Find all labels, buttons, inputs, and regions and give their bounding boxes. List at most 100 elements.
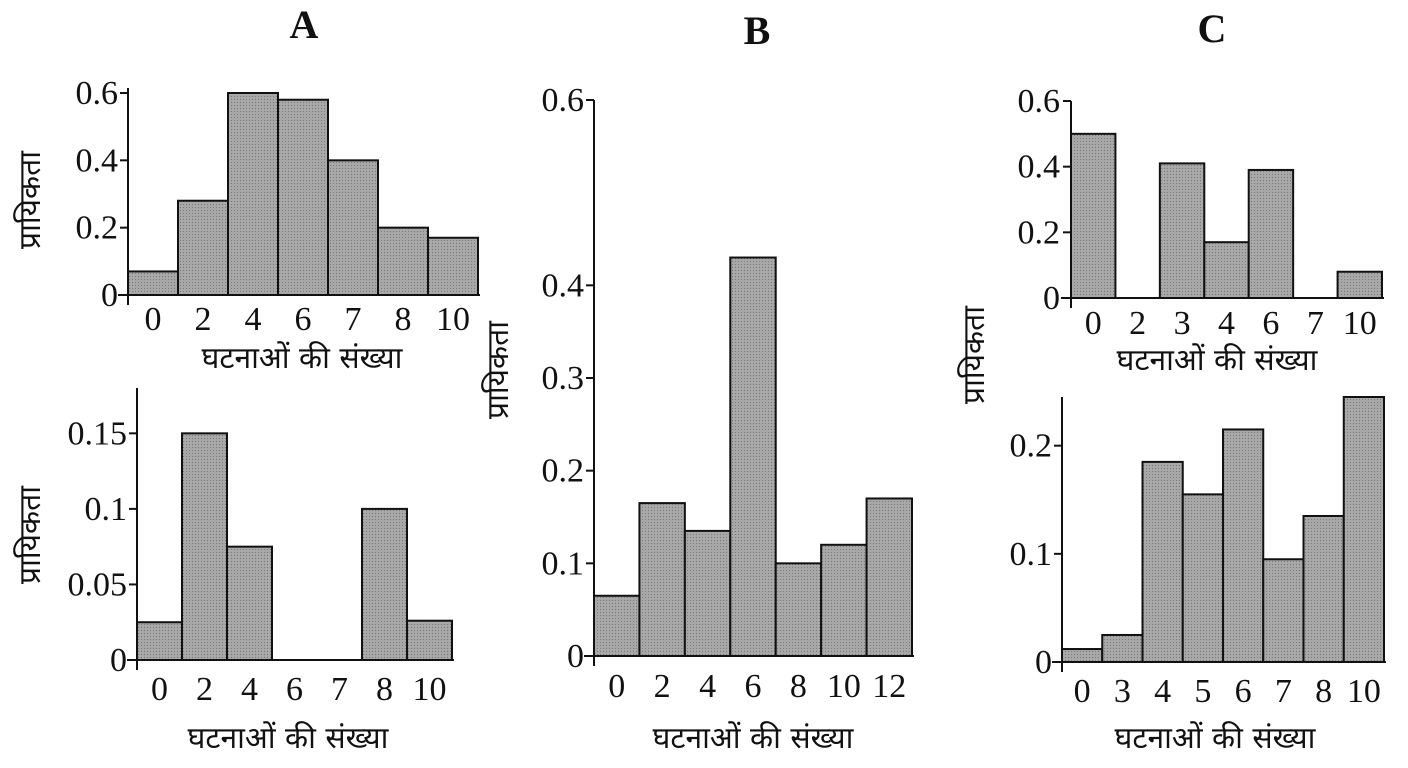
bar	[427, 236, 479, 296]
bar	[593, 594, 641, 657]
bar	[406, 619, 453, 662]
y-tick-label: 0.6	[1018, 83, 1061, 120]
x-tick-label: 0	[145, 301, 162, 338]
y-tick-label: 0.4	[76, 142, 119, 179]
y-axis-label: प्रायिकता	[13, 485, 48, 584]
bar	[1247, 168, 1295, 299]
bar	[181, 432, 228, 662]
bar	[227, 92, 279, 296]
x-tick-label: 8	[395, 301, 412, 338]
x-tick-label: 4	[241, 671, 258, 708]
bar	[1342, 396, 1385, 663]
y-tick-label: 0.6	[542, 82, 585, 119]
y-tick-label: 0.2	[542, 453, 585, 490]
x-tick-label: 5	[1194, 673, 1211, 710]
y-axis-label: प्रायिकता	[481, 320, 516, 419]
x-tick-label: 0	[151, 671, 168, 708]
x-tick-label: 8	[1315, 673, 1332, 710]
x-axis-label: घटनाओं की संख्या	[188, 721, 390, 756]
y-tick-label: 0.6	[76, 75, 119, 112]
x-tick-label: 6	[286, 671, 303, 708]
x-tick-label: 4	[1218, 305, 1235, 342]
bar	[1203, 241, 1250, 299]
y-tick-label: 0.4	[542, 267, 585, 304]
x-axis-label: घटनाओं की संख्या	[1115, 721, 1317, 756]
bar	[136, 621, 183, 662]
bar	[1070, 132, 1117, 299]
x-tick-label: 6	[1235, 673, 1252, 710]
x-tick-label: 4	[245, 301, 262, 338]
y-tick-label: 0	[567, 638, 584, 675]
bar	[774, 562, 823, 657]
bar	[1141, 460, 1184, 663]
x-tick-label: 12	[872, 668, 906, 705]
bar	[683, 529, 732, 658]
x-tick-label: 0	[608, 668, 625, 705]
x-tick-label: 0	[1074, 673, 1091, 710]
y-tick-label: 0	[1035, 644, 1052, 681]
x-tick-label: 4	[699, 668, 716, 705]
y-tick-label: 0	[110, 642, 127, 679]
x-tick-label: 7	[1275, 673, 1292, 710]
y-tick-label: 0.2	[1010, 428, 1053, 465]
x-tick-label: 2	[654, 668, 671, 705]
y-tick-label: 0.2	[1018, 214, 1061, 251]
bar	[638, 502, 686, 657]
bar	[1302, 514, 1345, 664]
panel-title-c: C	[1198, 6, 1227, 51]
x-tick-label: 6	[295, 301, 312, 338]
y-tick-label: 0.1	[1010, 536, 1053, 573]
bar	[1061, 648, 1104, 663]
panel-title-a: A	[290, 2, 319, 47]
y-tick-label: 0.4	[1018, 149, 1061, 186]
x-axis-label: घटनाओं की संख्या	[1117, 343, 1319, 378]
bar	[1336, 270, 1383, 300]
bar	[729, 256, 777, 657]
bar	[1222, 428, 1265, 663]
x-axis-label: घटनाओं की संख्या	[202, 341, 404, 376]
x-tick-label: 7	[331, 671, 348, 708]
y-tick-label: 0.1	[542, 545, 585, 582]
x-tick-label: 2	[196, 671, 213, 708]
x-tick-label: 7	[345, 301, 362, 338]
bar	[1158, 162, 1206, 299]
x-tick-label: 10	[1347, 673, 1381, 710]
y-tick-label: 0.1	[85, 491, 128, 528]
panel-title-b: B	[744, 8, 771, 53]
y-tick-label: 0.3	[542, 360, 585, 397]
x-tick-label: 10	[827, 668, 861, 705]
bar	[1181, 493, 1224, 663]
y-tick-label: 0	[1043, 280, 1060, 317]
bar	[327, 159, 379, 296]
x-axis-label: घटनाओं की संख्या	[653, 721, 855, 756]
x-tick-label: 10	[1343, 305, 1377, 342]
bar	[377, 226, 429, 297]
y-tick-label: 0.15	[68, 415, 128, 452]
bar	[1101, 633, 1144, 663]
bar	[177, 199, 229, 297]
x-tick-label: 0	[1085, 305, 1102, 342]
x-tick-label: 2	[195, 301, 212, 338]
bar	[277, 98, 329, 296]
bar	[361, 507, 408, 661]
x-tick-label: 6	[1262, 305, 1279, 342]
x-tick-label: 6	[745, 668, 762, 705]
y-axis-label: प्रायिकता	[13, 150, 48, 249]
bar	[127, 270, 179, 296]
y-tick-label: 0	[101, 277, 118, 314]
y-tick-label: 0.2	[76, 210, 119, 247]
bar	[226, 545, 273, 662]
x-tick-label: 10	[436, 301, 470, 338]
bar	[1262, 558, 1305, 663]
bar	[820, 543, 868, 657]
x-tick-label: 7	[1307, 305, 1324, 342]
x-tick-label: 10	[413, 671, 447, 708]
x-tick-label: 3	[1174, 305, 1191, 342]
x-tick-label: 3	[1114, 673, 1131, 710]
